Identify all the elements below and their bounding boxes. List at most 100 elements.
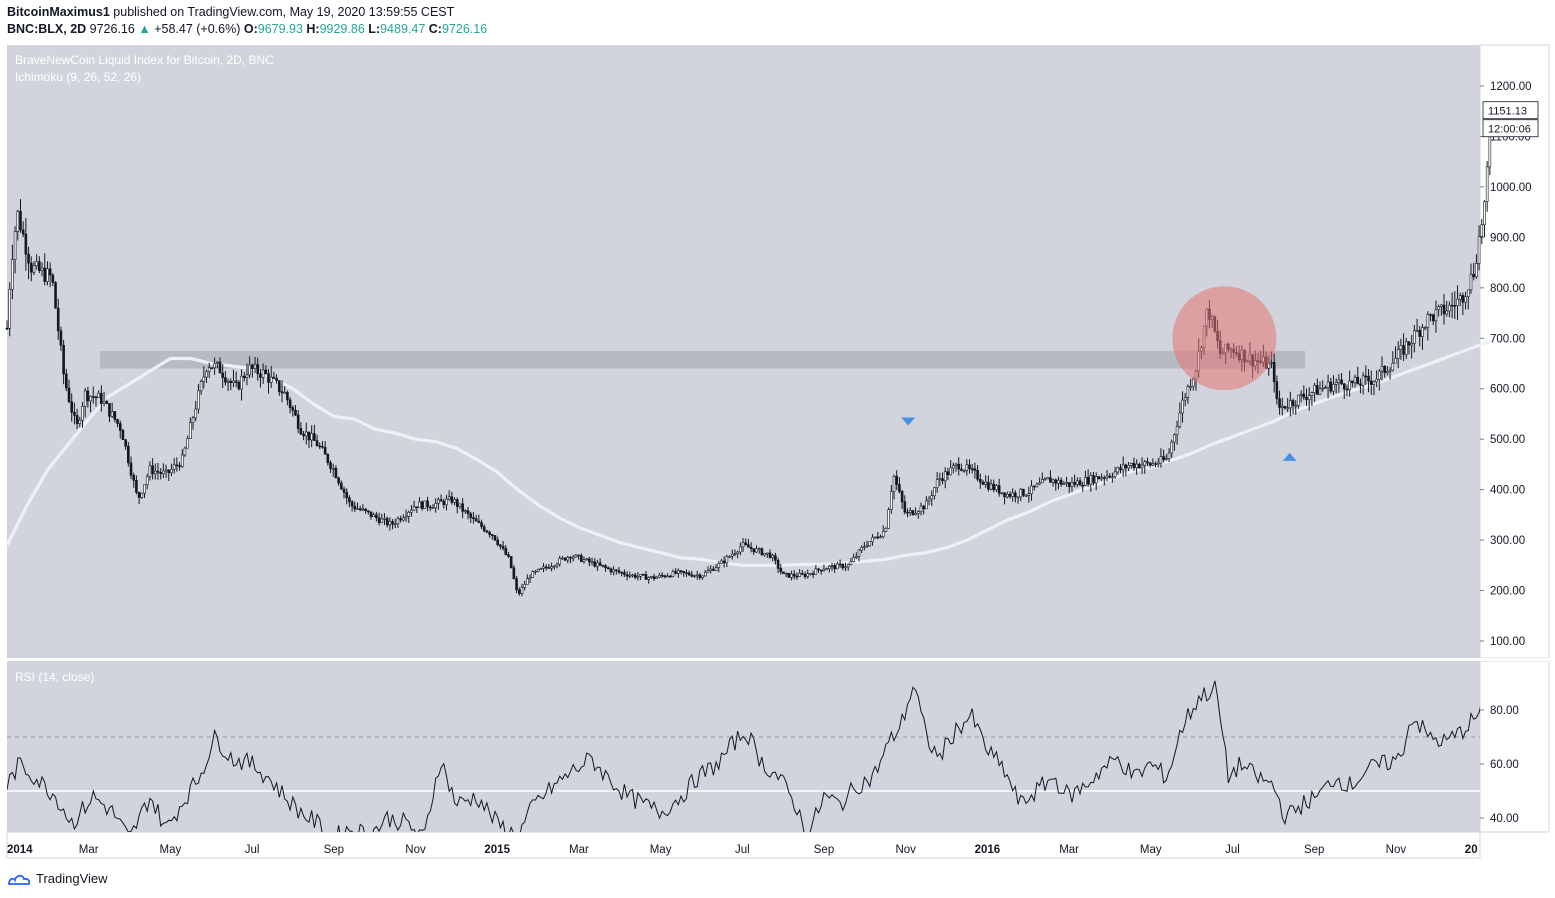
candle-body [806, 573, 810, 577]
candle-body [830, 565, 834, 567]
candle-body [1062, 483, 1066, 485]
candle-body [1183, 397, 1187, 401]
candle-body [380, 518, 384, 523]
candle-body [814, 568, 818, 575]
candle-body [358, 508, 362, 511]
candle-body [547, 567, 551, 569]
candle-body [67, 387, 71, 403]
time-tick-label: Nov [405, 844, 426, 856]
candle-body [191, 417, 195, 423]
candle-body [703, 571, 707, 577]
candle-body [1388, 369, 1392, 372]
candle-body [278, 380, 281, 392]
candle-body [846, 564, 850, 568]
candle-body [1310, 392, 1314, 396]
candle-body [8, 288, 11, 329]
candle-body [1318, 388, 1322, 395]
candle-body [348, 497, 351, 503]
candle-body [695, 574, 699, 577]
last-price: 9726.16 [89, 22, 135, 36]
candle-body [189, 422, 192, 439]
candle-body [321, 446, 324, 448]
brand[interactable]: TradingView [7, 871, 108, 886]
candle-body [118, 423, 122, 431]
published-text: published on TradingView.com, May 19, 20… [113, 5, 455, 19]
candle-body [970, 468, 974, 471]
time-tick-label: May [1140, 844, 1162, 856]
candle-body [38, 261, 41, 271]
candle-body [345, 491, 349, 498]
candle-body [1364, 375, 1368, 378]
candle-body [426, 500, 429, 508]
sell-signal-marker [901, 417, 916, 426]
candle-body [1348, 380, 1351, 391]
candle-body [871, 537, 874, 542]
candle-body [70, 401, 74, 413]
candle-body [439, 499, 443, 502]
candle-body [407, 511, 411, 517]
candle-body [442, 500, 446, 506]
candle-body [873, 536, 877, 539]
candle-body [97, 392, 100, 398]
candle-body [1014, 492, 1017, 498]
candle-body [412, 506, 416, 511]
time-tick-label: Jul [245, 844, 260, 856]
candle-body [717, 563, 721, 568]
author-name[interactable]: BitcoinMaximus1 [7, 5, 110, 19]
candle-body [1181, 399, 1184, 414]
candle-body [531, 571, 535, 578]
candle-body [1418, 330, 1422, 337]
candle-body [792, 573, 796, 577]
candle-body [323, 447, 327, 455]
candle-body [1148, 462, 1152, 466]
candle-body [617, 570, 621, 573]
candle-body [555, 563, 559, 567]
candle-body [375, 514, 378, 519]
candle-body [881, 531, 885, 537]
candle-body [633, 574, 637, 578]
candle-body [1143, 461, 1147, 466]
candle-body [391, 521, 394, 525]
candle-body [46, 268, 49, 282]
candle-body [229, 380, 233, 383]
candle-body [221, 372, 224, 378]
candle-body [504, 548, 508, 555]
candle-body [288, 399, 292, 408]
candle-body [590, 561, 594, 564]
candle-body [593, 561, 597, 567]
candle-body [1413, 330, 1416, 344]
candle-body [280, 391, 284, 394]
candle-body [644, 574, 648, 580]
candle-body [377, 517, 381, 523]
candle-body [760, 548, 764, 556]
rsi-line [7, 680, 1480, 832]
candle-body [21, 229, 25, 235]
candle-body [1127, 465, 1130, 469]
candle-body [1480, 224, 1484, 237]
candle-body [706, 570, 710, 573]
candle-body [299, 428, 303, 435]
candle-body [984, 481, 987, 485]
symbol-label: BNC:BLX, 2D [7, 22, 87, 36]
candle-body [1404, 341, 1408, 355]
candle-body [445, 498, 448, 506]
candle-body [1440, 304, 1443, 308]
candle-body [952, 465, 955, 469]
candle-body [962, 470, 966, 472]
candle-body [1345, 388, 1349, 391]
candle-body [946, 471, 950, 476]
candle-body [976, 470, 979, 480]
time-tick-label: 2016 [975, 844, 1001, 856]
candle-body [822, 568, 826, 572]
candle-body [1302, 393, 1306, 398]
candle-body [933, 487, 936, 497]
candle-body [1162, 456, 1165, 460]
candle-body [372, 514, 375, 517]
candle-body [544, 566, 548, 569]
time-tick-label: 20 [1465, 844, 1478, 856]
candle-body [340, 482, 343, 490]
candle-body [302, 433, 305, 437]
candle-body [1431, 314, 1435, 322]
candle-body [992, 483, 996, 491]
